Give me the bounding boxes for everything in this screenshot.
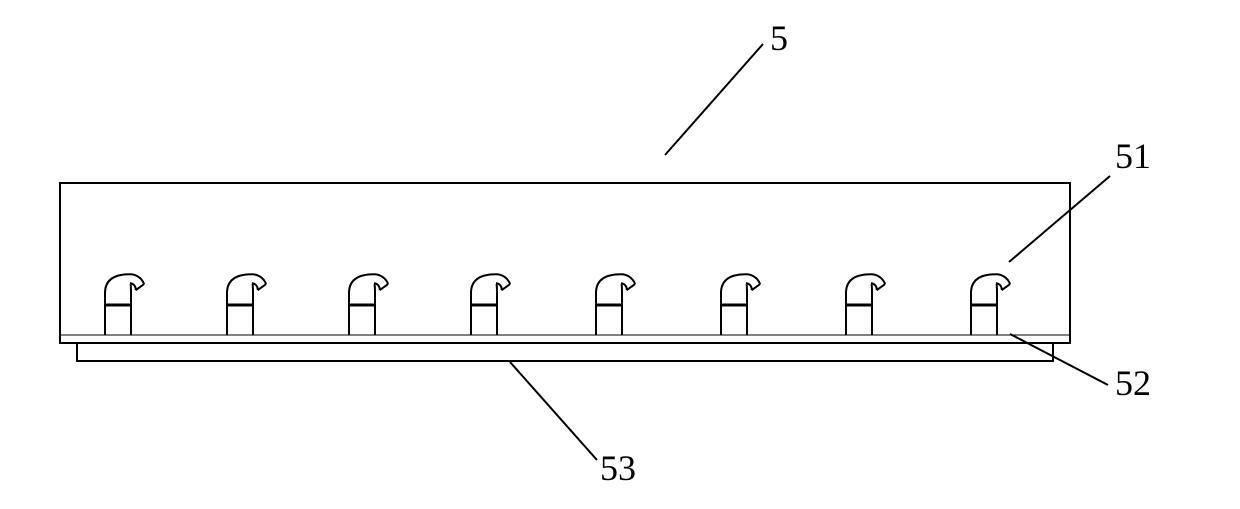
peg-hook-inner <box>252 283 258 293</box>
peg-hook-outer <box>227 274 266 293</box>
diagram-canvas: 5 51 52 53 <box>0 0 1240 509</box>
label-53-label: 53 <box>600 448 636 488</box>
peg-hook-outer <box>721 274 760 293</box>
peg-hook-outer <box>596 274 635 293</box>
peg <box>105 274 144 335</box>
peg-hook-inner <box>374 283 380 293</box>
peg-hook-inner <box>871 283 877 293</box>
housing-rect <box>60 183 1070 343</box>
peg-hook-inner <box>496 283 502 293</box>
label-5-leader <box>665 44 763 155</box>
label-52-leader <box>1010 334 1108 385</box>
peg-hook-outer <box>349 274 388 293</box>
peg-hook-inner <box>996 283 1002 293</box>
label-51-leader <box>1009 176 1110 262</box>
peg-hook-outer <box>105 274 144 293</box>
peg-hook-outer <box>971 274 1010 293</box>
peg-hook-outer <box>846 274 885 293</box>
label-53-leader <box>510 362 597 460</box>
peg-hook-outer <box>471 274 510 293</box>
peg-hook-inner <box>621 283 627 293</box>
peg <box>596 274 635 335</box>
peg <box>721 274 760 335</box>
peg <box>971 274 1010 335</box>
label-5-label: 5 <box>770 18 788 58</box>
peg <box>846 274 885 335</box>
label-52-label: 52 <box>1115 363 1151 403</box>
peg-hook-inner <box>746 283 752 293</box>
base-plate <box>77 343 1053 361</box>
peg <box>471 274 510 335</box>
peg <box>349 274 388 335</box>
peg <box>227 274 266 335</box>
peg-hook-inner <box>130 283 136 293</box>
label-51-label: 51 <box>1115 136 1151 176</box>
